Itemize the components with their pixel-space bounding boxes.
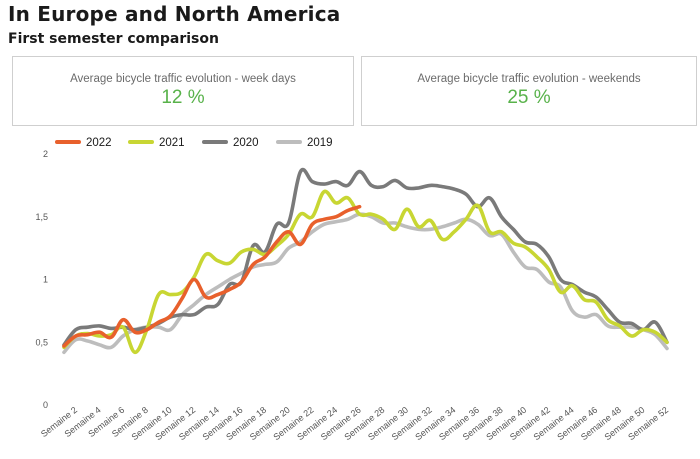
legend-label-2021: 2021: [159, 137, 185, 149]
series-line-2019: [62, 212, 669, 355]
kpi-label: Average bicycle traffic evolution - week…: [417, 73, 641, 85]
kpi-value: 25 %: [507, 87, 551, 108]
y-tick-label: 2: [43, 149, 48, 159]
kpi-card-week-days: Average bicycle traffic evolution - week…: [12, 56, 354, 126]
legend-label-2022: 2022: [86, 137, 112, 149]
y-tick-label: 1: [43, 275, 48, 285]
series-line-2021: [62, 189, 669, 355]
kpi-value: 12 %: [161, 87, 205, 108]
kpi-label: Average bicycle traffic evolution - week…: [70, 73, 296, 85]
page-title: In Europe and North America: [8, 2, 341, 26]
kpi-card-weekends: Average bicycle traffic evolution - week…: [361, 56, 697, 126]
series-line-2020: [62, 167, 669, 347]
page-subtitle: First semester comparison: [8, 31, 219, 47]
legend-label-2019: 2019: [307, 137, 333, 149]
y-tick-label: 1,5: [35, 212, 48, 222]
y-tick-label: 0: [43, 400, 48, 410]
series-line-2022: [62, 204, 362, 348]
legend-label-2020: 2020: [233, 137, 259, 149]
y-tick-label: 0,5: [35, 337, 48, 347]
